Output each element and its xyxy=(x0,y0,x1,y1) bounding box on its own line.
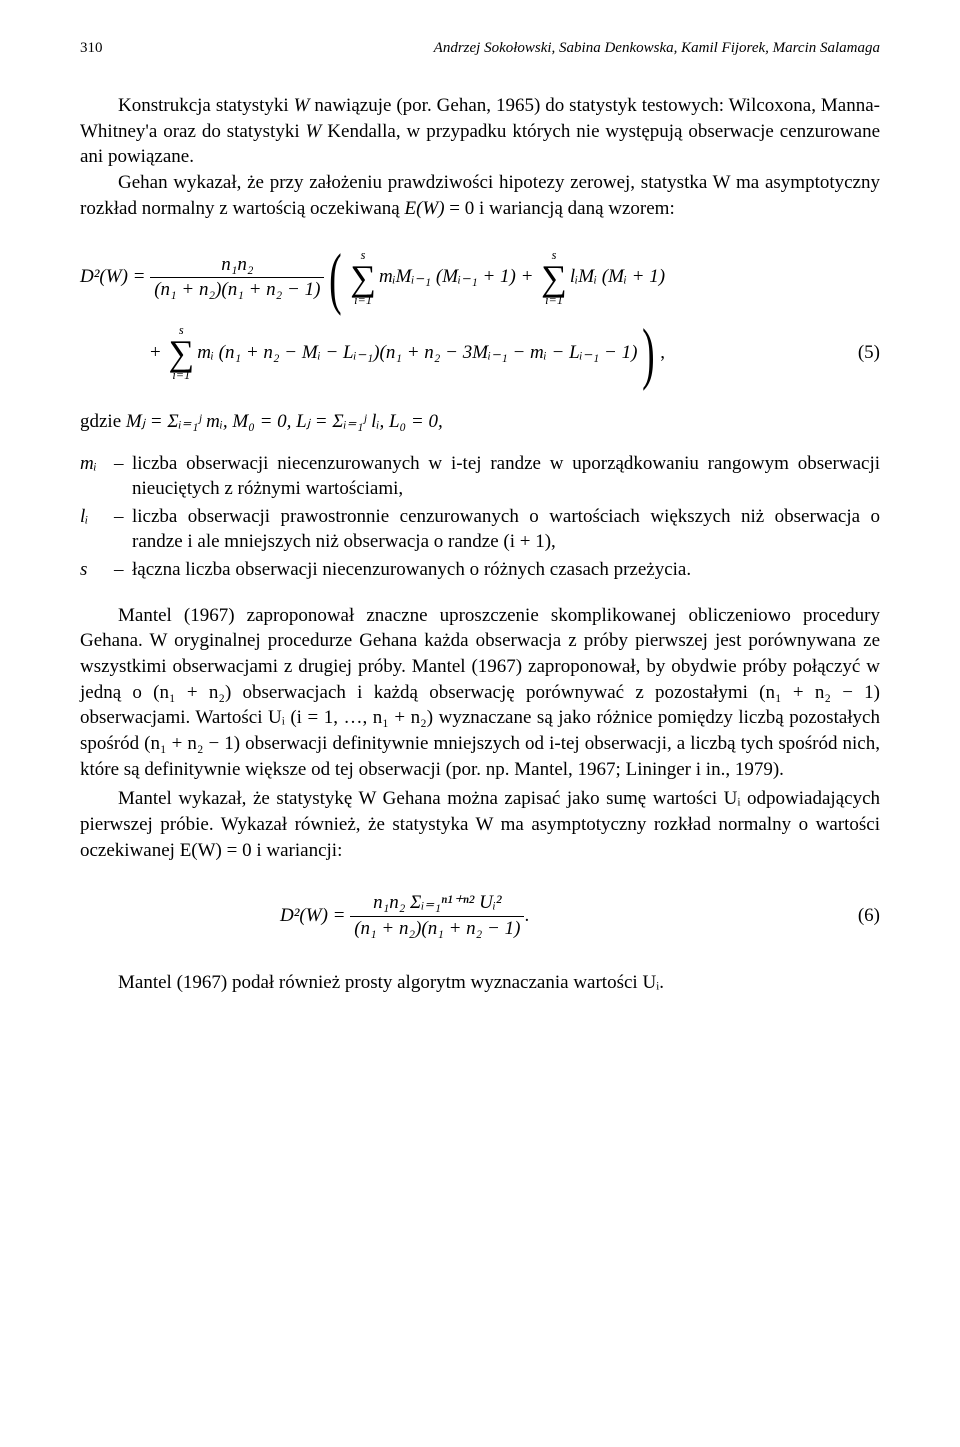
dash-icon: – xyxy=(114,557,132,583)
fraction: n₁n₂ Σᵢ₌₁ⁿ¹⁺ⁿ² Uᵢ² (n₁ + n₂)(n₁ + n₂ − 1… xyxy=(350,891,524,941)
def-symbol: mᵢ xyxy=(80,451,114,502)
page-number: 310 xyxy=(80,40,103,57)
def-s: s – łączna liczba obserwacji niecenzurow… xyxy=(80,557,880,583)
sigma-icon: ∑ xyxy=(350,262,376,294)
sum-icon: s ∑ i=1 xyxy=(350,249,376,306)
def-mi: mᵢ – liczba obserwacji niecenzurowanych … xyxy=(80,451,880,502)
header-authors: Andrzej Sokołowski, Sabina Denkowska, Ka… xyxy=(434,40,880,57)
formula-5-line2: + s ∑ i=1 mᵢ (n₁ + n₂ − Mᵢ − Lᵢ₋₁)(n₁ + … xyxy=(80,324,880,381)
var-e: E xyxy=(404,198,416,219)
denominator: (n₁ + n₂)(n₁ + n₂ − 1) xyxy=(150,278,324,303)
formula-term: lᵢMᵢ (Mᵢ + 1) xyxy=(570,265,665,290)
paren-right: ) xyxy=(643,331,656,375)
sum-icon: s ∑ i=1 xyxy=(541,249,567,306)
def-li: lᵢ – liczba obserwacji prawostronnie cen… xyxy=(80,504,880,555)
var-w: W xyxy=(306,121,322,142)
dash-icon: – xyxy=(114,451,132,502)
numerator: n₁n₂ Σᵢ₌₁ⁿ¹⁺ⁿ² Uᵢ² xyxy=(350,891,524,917)
def-symbol: s xyxy=(80,557,114,583)
paren-left: ( xyxy=(330,256,343,300)
def-text: łączna liczba obserwacji niecenzurowanyc… xyxy=(132,557,880,583)
where-label: gdzie xyxy=(80,411,126,432)
dash-icon: – xyxy=(114,504,132,555)
equation-number: (5) xyxy=(848,341,880,366)
def-text: liczba obserwacji niecenzurowanych w i-t… xyxy=(132,451,880,502)
page-header: 310 Andrzej Sokołowski, Sabina Denkowska… xyxy=(80,40,880,57)
paragraph-3: Mantel (1967) zaproponował znaczne upros… xyxy=(80,603,880,782)
var-w: W xyxy=(294,95,310,116)
equation-number: (6) xyxy=(848,904,880,929)
text: = 0 i wariancją daną wzorem: xyxy=(445,198,675,219)
sigma-icon: ∑ xyxy=(168,337,194,369)
paragraph-5: Mantel (1967) podał również prosty algor… xyxy=(80,970,880,996)
comma: , xyxy=(660,341,665,366)
denominator: (n₁ + n₂)(n₁ + n₂ − 1) xyxy=(350,917,524,942)
definition-list: mᵢ – liczba obserwacji niecenzurowanych … xyxy=(80,451,880,583)
var-w: (W) xyxy=(416,198,444,219)
formula-6: D²(W) = n₁n₂ Σᵢ₌₁ⁿ¹⁺ⁿ² Uᵢ² (n₁ + n₂)(n₁ … xyxy=(80,891,880,941)
def-symbol: lᵢ xyxy=(80,504,114,555)
def-text: liczba obserwacji prawostronnie cenzurow… xyxy=(132,504,880,555)
fraction: n₁n₂ (n₁ + n₂)(n₁ + n₂ − 1) xyxy=(150,253,324,303)
formula-6-row: D²(W) = n₁n₂ Σᵢ₌₁ⁿ¹⁺ⁿ² Uᵢ² (n₁ + n₂)(n₁ … xyxy=(80,891,880,941)
sum-icon: s ∑ i=1 xyxy=(168,324,194,381)
sigma-icon: ∑ xyxy=(541,262,567,294)
where-clause: gdzie Mⱼ = Σᵢ₌₁ʲ mᵢ, M₀ = 0, Lⱼ = Σᵢ₌₁ʲ … xyxy=(80,410,880,433)
plus: + xyxy=(150,341,165,366)
paragraph-1: Konstrukcja statystyki W nawiązuje (por.… xyxy=(80,93,880,170)
paragraph-4: Mantel wykazał, że statystykę W Gehana m… xyxy=(80,786,880,863)
where-math: Mⱼ = Σᵢ₌₁ʲ mᵢ, M₀ = 0, Lⱼ = Σᵢ₌₁ʲ lᵢ, L₀… xyxy=(126,411,443,432)
paragraph-2: Gehan wykazał, że przy założeniu prawdzi… xyxy=(80,170,880,221)
formula-5-line1: D²(W) = n₁n₂ (n₁ + n₂)(n₁ + n₂ − 1) ( s … xyxy=(80,249,880,306)
formula-lhs: D²(W) = xyxy=(280,904,345,929)
text: Konstrukcja statystyki xyxy=(118,95,294,116)
numerator: n₁n₂ xyxy=(150,253,324,279)
formula-5: D²(W) = n₁n₂ (n₁ + n₂)(n₁ + n₂ − 1) ( s … xyxy=(80,249,880,381)
period: . xyxy=(524,904,529,929)
formula-term: mᵢMᵢ₋₁ (Mᵢ₋₁ + 1) + xyxy=(379,265,533,290)
formula-term: mᵢ (n₁ + n₂ − Mᵢ − Lᵢ₋₁)(n₁ + n₂ − 3Mᵢ₋₁… xyxy=(197,341,637,366)
page: 310 Andrzej Sokołowski, Sabina Denkowska… xyxy=(0,0,960,1447)
formula-lhs: D²(W) = xyxy=(80,265,145,290)
